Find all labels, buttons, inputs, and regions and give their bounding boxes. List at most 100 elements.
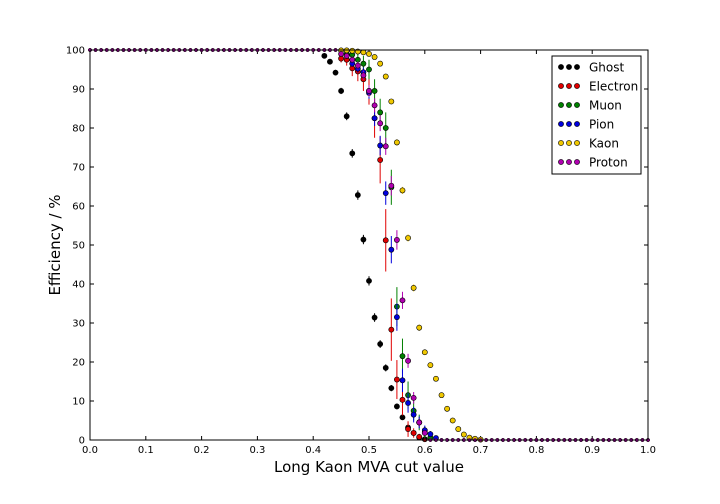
x-axis-label: Long Kaon MVA cut value — [274, 458, 464, 476]
legend-marker — [574, 83, 580, 89]
data-point — [399, 377, 406, 384]
data-point — [382, 143, 389, 150]
data-point — [388, 385, 395, 392]
x-tick-label: 1.0 — [640, 445, 656, 456]
x-tick-label: 0.0 — [82, 445, 98, 456]
data-point — [377, 142, 384, 149]
legend-label: Electron — [589, 80, 638, 94]
data-point — [410, 394, 417, 401]
legend-marker — [558, 159, 564, 165]
data-point — [382, 73, 389, 80]
data-point — [377, 120, 384, 127]
x-tick-label: 0.1 — [138, 445, 154, 456]
data-point — [455, 426, 462, 432]
data-point — [371, 314, 378, 321]
y-tick-label: 70 — [72, 163, 85, 174]
y-tick-label: 100 — [66, 46, 85, 57]
y-tick-label: 30 — [72, 319, 85, 330]
legend-label: Muon — [589, 99, 622, 113]
data-point — [377, 109, 384, 116]
legend-item-kaon: Kaon — [558, 137, 619, 151]
data-point — [366, 51, 372, 57]
legend-marker — [574, 159, 580, 165]
legend-item-pion: Pion — [558, 118, 614, 132]
data-point — [354, 62, 361, 69]
data-point — [382, 364, 389, 371]
data-point — [421, 430, 428, 436]
data-point — [388, 182, 395, 189]
data-point — [382, 190, 389, 197]
data-point — [388, 326, 395, 333]
x-tick-label: 0.7 — [473, 445, 489, 456]
legend-label: Pion — [589, 118, 614, 132]
data-point — [405, 357, 411, 364]
data-point — [393, 403, 400, 410]
data-point — [393, 237, 400, 243]
data-point — [327, 58, 333, 65]
legend-marker — [574, 121, 580, 127]
y-tick-label: 10 — [72, 397, 85, 408]
legend-marker — [566, 83, 572, 89]
data-point — [449, 417, 456, 424]
data-point — [338, 51, 344, 57]
y-tick-label: 90 — [72, 85, 85, 96]
data-point — [360, 49, 367, 56]
data-point — [433, 375, 439, 382]
axis-ticks: 0.0 0.1 0.2 0.3 0.4 0.5 0.6 0.7 0.8 0.9 1.0 0 10 20 30… — [66, 46, 656, 457]
y-tick-label: 50 — [72, 241, 85, 252]
data-point — [366, 277, 372, 284]
data-point — [366, 66, 372, 73]
data-point — [360, 236, 367, 243]
legend-marker — [566, 159, 572, 165]
data-point — [438, 392, 445, 399]
legend-marker — [566, 102, 572, 108]
data-point — [371, 88, 378, 94]
legend-marker — [558, 102, 564, 108]
y-tick-label: 60 — [72, 202, 85, 213]
legend-marker — [566, 140, 572, 146]
data-point — [410, 430, 417, 436]
plot-frame — [89, 49, 649, 441]
data-point — [321, 52, 328, 59]
x-tick-label: 0.8 — [528, 445, 544, 456]
x-tick-label: 0.3 — [249, 445, 265, 456]
data-point — [354, 192, 361, 198]
legend-label: Proton — [589, 156, 628, 170]
data-point — [349, 150, 356, 157]
legend-marker — [574, 140, 580, 146]
data-point — [444, 405, 451, 412]
y-tick-label: 20 — [72, 358, 85, 369]
y-tick-label: 80 — [72, 124, 85, 135]
legend-item-muon: Muon — [558, 99, 622, 113]
data-point — [416, 433, 423, 440]
data-point — [393, 139, 400, 146]
legend-marker — [574, 102, 580, 108]
data-point — [388, 246, 395, 253]
legend-item-ghost: Ghost — [558, 61, 624, 75]
data-point — [405, 235, 411, 241]
data-point — [410, 411, 417, 418]
legend-marker — [566, 64, 572, 70]
data-point — [427, 431, 434, 438]
data-point — [354, 56, 361, 63]
legend-marker — [558, 64, 564, 70]
data-point — [366, 88, 372, 94]
legend-label: Kaon — [589, 137, 619, 151]
data-point — [349, 56, 356, 63]
x-tick-label: 0.2 — [194, 445, 210, 456]
data-point — [416, 324, 423, 331]
data-point — [399, 414, 406, 421]
data-point — [349, 47, 356, 54]
x-tick-label: 0.5 — [361, 445, 377, 456]
data-point — [405, 400, 411, 406]
data-point — [360, 60, 367, 67]
data-point — [371, 102, 378, 109]
legend-marker — [558, 83, 564, 89]
data-point — [421, 349, 428, 356]
data-point — [382, 237, 389, 244]
data-point — [416, 419, 423, 426]
legend-marker — [566, 121, 572, 127]
data-point — [405, 426, 411, 432]
legend: Ghost Electron Muon Pion Kaon Proton — [551, 55, 642, 175]
